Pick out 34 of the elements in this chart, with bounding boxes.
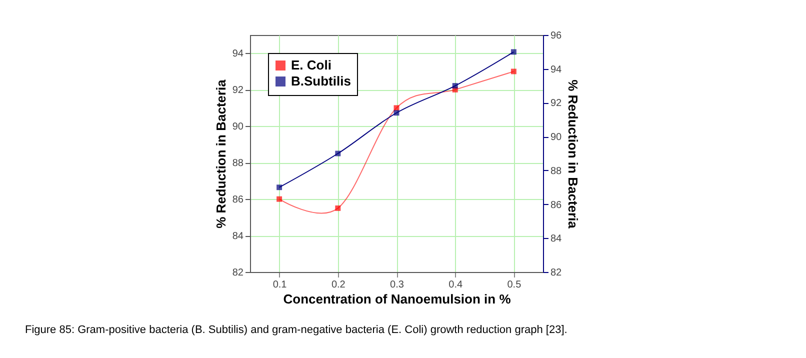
y2-tick-label: 94 <box>550 64 562 76</box>
x-tick-label: 0.2 <box>331 280 346 290</box>
y-tick-label: 90 <box>232 122 244 133</box>
y2-tick-label: 88 <box>550 166 562 177</box>
y-axis-title: % Reduction in Bacteria <box>213 78 228 228</box>
y2-tick-label: 96 <box>550 30 562 42</box>
y2-tick-label: 86 <box>550 200 562 211</box>
point <box>452 83 458 89</box>
legend-label: E. Coli <box>291 58 332 72</box>
legend-label: B.Subtilis <box>291 74 351 88</box>
y-tick-label: 88 <box>232 158 244 170</box>
x-tick-label: 0.4 <box>448 280 463 290</box>
x-tick-label: 0.5 <box>507 280 522 290</box>
y-tick-label: 86 <box>232 194 244 206</box>
point <box>335 205 341 211</box>
x-tick-label: 0.1 <box>272 280 288 290</box>
point <box>276 196 282 202</box>
point <box>394 110 400 116</box>
point <box>510 68 516 74</box>
x-tick-label: 0.3 <box>390 280 404 290</box>
y2-tick-label: 82 <box>550 268 562 278</box>
x-axis-title: Concentration of Nanoemulsion in % <box>283 292 512 306</box>
y-tick-label: 92 <box>232 85 244 96</box>
y2-tick-label: 92 <box>550 98 562 110</box>
y2-tick-label: 84 <box>550 234 562 245</box>
y2-axis-title: % Reduction in Bacteria <box>566 80 581 230</box>
point <box>510 49 516 55</box>
point <box>276 184 282 190</box>
y-tick-label: 94 <box>232 48 244 60</box>
point <box>335 150 341 156</box>
y2-tick-label: 90 <box>550 132 562 144</box>
caption: Figure 85: Gram-positive bacteria (B. Subtilis) and gram-negative bacteria (E. Coli) growth reduction graph [23]. <box>25 324 568 336</box>
y-tick-label: 82 <box>232 268 244 278</box>
y-tick-label: 84 <box>232 231 244 242</box>
